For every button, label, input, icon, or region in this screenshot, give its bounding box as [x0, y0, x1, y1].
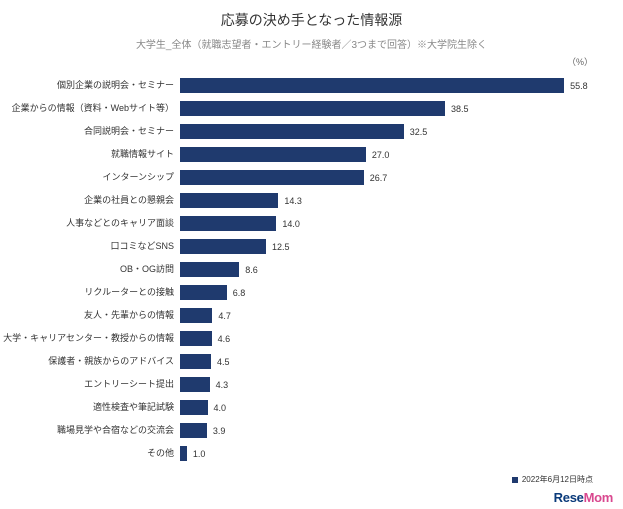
bar — [180, 239, 266, 254]
category-label: リクルーターとの接触 — [0, 288, 180, 298]
bar-row: 個別企業の説明会・セミナー 55.8 — [0, 74, 593, 97]
legend-label: 2022年6月12日時点 — [522, 474, 593, 485]
bar-wrap: 4.7 — [180, 308, 593, 323]
watermark-part2: Mom — [584, 490, 613, 505]
bar-wrap: 27.0 — [180, 147, 593, 162]
category-label: 企業の社員との懇親会 — [0, 196, 180, 206]
bar — [180, 124, 404, 139]
bar-row: 就職情報サイト 27.0 — [0, 143, 593, 166]
bar-row: 企業からの情報（資料・Webサイト等） 38.5 — [0, 97, 593, 120]
category-label: インターンシップ — [0, 173, 180, 183]
category-label: 保護者・親族からのアドバイス — [0, 357, 180, 367]
category-label: 大学・キャリアセンター・教授からの情報 — [0, 334, 180, 344]
value-label: 4.0 — [208, 403, 227, 413]
value-label: 4.5 — [211, 357, 230, 367]
bar — [180, 400, 208, 415]
bar — [180, 331, 212, 346]
bar — [180, 147, 366, 162]
value-label: 14.3 — [278, 196, 302, 206]
category-label: 友人・先輩からの情報 — [0, 311, 180, 321]
value-label: 38.5 — [445, 104, 469, 114]
bar-wrap: 38.5 — [180, 101, 593, 116]
bar — [180, 216, 276, 231]
bar-row: OB・OG訪問 8.6 — [0, 258, 593, 281]
bar-row: エントリーシート提出 4.3 — [0, 373, 593, 396]
legend: 2022年6月12日時点 — [512, 474, 593, 485]
category-label: 口コミなどSNS — [0, 242, 180, 252]
bar-row: 口コミなどSNS 12.5 — [0, 235, 593, 258]
bar-row: 合同説明会・セミナー 32.5 — [0, 120, 593, 143]
bar — [180, 285, 227, 300]
bar-wrap: 3.9 — [180, 423, 593, 438]
value-label: 27.0 — [366, 150, 390, 160]
category-label: 職場見学や合宿などの交流会 — [0, 426, 180, 436]
bar — [180, 377, 210, 392]
value-label: 32.5 — [404, 127, 428, 137]
bar-wrap: 4.3 — [180, 377, 593, 392]
bar-wrap: 14.3 — [180, 193, 593, 208]
bar-wrap: 55.8 — [180, 78, 593, 93]
bar-row: インターンシップ 26.7 — [0, 166, 593, 189]
category-label: 企業からの情報（資料・Webサイト等） — [0, 104, 180, 114]
watermark-part1: Rese — [554, 490, 584, 505]
value-label: 4.3 — [210, 380, 229, 390]
value-label: 55.8 — [564, 81, 588, 91]
bar-wrap: 32.5 — [180, 124, 593, 139]
bar-row: リクルーターとの接触 6.8 — [0, 281, 593, 304]
bar-row: 保護者・親族からのアドバイス 4.5 — [0, 350, 593, 373]
category-label: 適性検査や筆記試験 — [0, 403, 180, 413]
bar — [180, 193, 278, 208]
bar-wrap: 1.0 — [180, 446, 593, 461]
bar-wrap: 4.6 — [180, 331, 593, 346]
bar-wrap: 4.5 — [180, 354, 593, 369]
watermark: ReseMom — [554, 490, 613, 505]
value-label: 1.0 — [187, 449, 206, 459]
bar-wrap: 26.7 — [180, 170, 593, 185]
category-label: 個別企業の説明会・セミナー — [0, 81, 180, 91]
bar-row: 企業の社員との懇親会 14.3 — [0, 189, 593, 212]
value-label: 4.6 — [212, 334, 231, 344]
value-label: 4.7 — [212, 311, 231, 321]
bar-row: 大学・キャリアセンター・教授からの情報 4.6 — [0, 327, 593, 350]
chart-title: 応募の決め手となった情報源 — [0, 0, 623, 30]
bar-wrap: 4.0 — [180, 400, 593, 415]
category-label: 人事などとのキャリア面談 — [0, 219, 180, 229]
legend-swatch — [512, 477, 518, 483]
category-label: 合同説明会・セミナー — [0, 127, 180, 137]
bar — [180, 78, 564, 93]
value-label: 14.0 — [276, 219, 300, 229]
bar — [180, 308, 212, 323]
bar-wrap: 6.8 — [180, 285, 593, 300]
bar-row: 人事などとのキャリア面談 14.0 — [0, 212, 593, 235]
bar-row: その他 1.0 — [0, 442, 593, 465]
bar-row: 友人・先輩からの情報 4.7 — [0, 304, 593, 327]
bar-chart: 個別企業の説明会・セミナー 55.8 企業からの情報（資料・Webサイト等） 38.5… — [0, 68, 623, 465]
category-label: その他 — [0, 449, 180, 459]
unit-label: （%） — [0, 51, 623, 68]
value-label: 3.9 — [207, 426, 226, 436]
bar-wrap: 12.5 — [180, 239, 593, 254]
value-label: 8.6 — [239, 265, 258, 275]
bar-wrap: 8.6 — [180, 262, 593, 277]
category-label: 就職情報サイト — [0, 150, 180, 160]
chart-subtitle: 大学生_全体（就職志望者・エントリー経験者／3つまで回答）※大学院生除く — [0, 30, 623, 51]
bar — [180, 262, 239, 277]
bar-wrap: 14.0 — [180, 216, 593, 231]
bar — [180, 354, 211, 369]
bar — [180, 423, 207, 438]
bar — [180, 170, 364, 185]
bar-row: 適性検査や筆記試験 4.0 — [0, 396, 593, 419]
category-label: OB・OG訪問 — [0, 265, 180, 275]
value-label: 6.8 — [227, 288, 246, 298]
category-label: エントリーシート提出 — [0, 380, 180, 390]
value-label: 26.7 — [364, 173, 388, 183]
bar-row: 職場見学や合宿などの交流会 3.9 — [0, 419, 593, 442]
bar — [180, 446, 187, 461]
value-label: 12.5 — [266, 242, 290, 252]
bar — [180, 101, 445, 116]
